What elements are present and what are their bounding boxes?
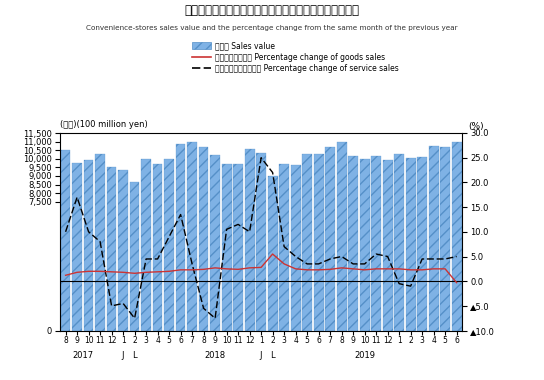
Bar xyxy=(95,155,105,331)
Text: L: L xyxy=(132,352,137,361)
Bar xyxy=(256,153,266,331)
Text: 2018: 2018 xyxy=(205,352,226,361)
Bar xyxy=(84,160,94,331)
Bar xyxy=(429,146,438,331)
Bar xyxy=(383,160,393,331)
Bar xyxy=(290,165,300,331)
Bar xyxy=(153,164,163,331)
Text: J: J xyxy=(122,352,125,361)
Bar xyxy=(141,159,151,331)
Legend: 販売額 Sales value, 商品販売額増減率 Percentage change of goods sales, サービス売上高増減率 Percentag: 販売額 Sales value, 商品販売額増減率 Percentage cha… xyxy=(189,38,401,76)
Bar xyxy=(417,157,427,331)
Bar xyxy=(245,149,255,331)
Text: (%): (%) xyxy=(468,122,484,131)
Bar xyxy=(394,154,404,331)
Bar xyxy=(348,156,358,331)
Text: J: J xyxy=(260,352,262,361)
Bar xyxy=(187,142,197,331)
Bar xyxy=(268,176,277,331)
Bar xyxy=(118,170,128,331)
Bar xyxy=(72,163,82,331)
Bar xyxy=(360,159,369,331)
Text: (億円)(100 million yen): (億円)(100 million yen) xyxy=(60,120,147,129)
Bar xyxy=(61,150,71,331)
Bar xyxy=(452,142,461,331)
Text: コンビニエンスストア販売額・前年同月比増減率の推移: コンビニエンスストア販売額・前年同月比増減率の推移 xyxy=(184,4,360,17)
Bar xyxy=(210,155,220,331)
Bar xyxy=(302,155,312,331)
Bar xyxy=(129,182,139,331)
Bar xyxy=(164,159,174,331)
Bar xyxy=(279,164,289,331)
Bar xyxy=(406,158,416,331)
Bar xyxy=(199,147,208,331)
Bar xyxy=(371,156,381,331)
Bar xyxy=(440,147,450,331)
Bar xyxy=(107,167,116,331)
Bar xyxy=(222,164,232,331)
Text: 2019: 2019 xyxy=(354,352,375,361)
Bar xyxy=(176,144,186,331)
Bar xyxy=(233,164,243,331)
Bar xyxy=(337,142,347,331)
Bar xyxy=(325,147,335,331)
Text: 2017: 2017 xyxy=(72,352,94,361)
Bar xyxy=(314,155,324,331)
Text: L: L xyxy=(270,352,275,361)
Text: Convenience-stores sales value and the percentage change from the same month of : Convenience-stores sales value and the p… xyxy=(86,25,458,31)
